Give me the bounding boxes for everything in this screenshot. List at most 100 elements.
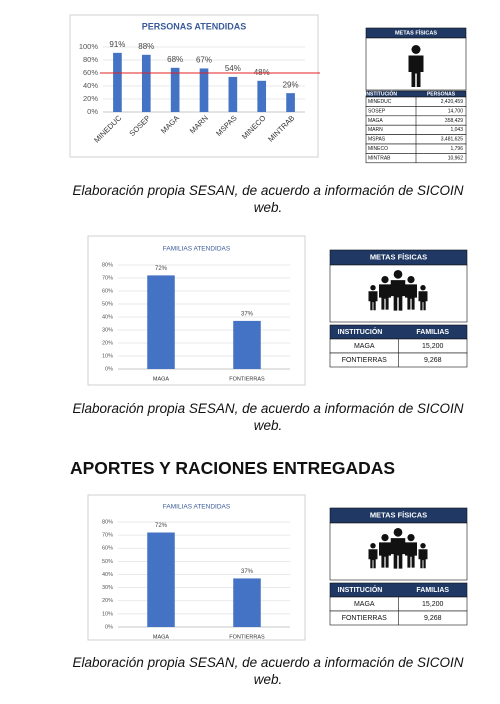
icon-head	[407, 534, 415, 542]
x-tick-label: FONTIERRAS	[229, 376, 265, 382]
table-cell: 15,200	[422, 343, 444, 350]
table-cell: MSPAS	[368, 137, 386, 143]
chart-frame	[87, 235, 306, 386]
bar	[257, 80, 267, 112]
value-label: 67%	[196, 56, 212, 65]
y-tick-label: 80%	[83, 55, 98, 64]
column-header: INSTITUCIÓN	[338, 585, 383, 594]
value-label: 88%	[138, 42, 154, 51]
bar	[233, 320, 261, 369]
table-cell: 2,420,459	[441, 99, 463, 105]
icon-head	[381, 534, 389, 542]
y-tick-label: 50%	[102, 301, 113, 307]
y-tick-label: 20%	[83, 94, 98, 103]
y-tick-label: 60%	[102, 546, 113, 552]
table-cell: MINECO	[368, 146, 388, 152]
table-cell: MAGA	[354, 601, 375, 608]
x-tick-label: MAGA	[153, 376, 170, 382]
value-label: 68%	[167, 55, 183, 64]
y-tick-label: 40%	[102, 572, 113, 578]
icon-body	[418, 549, 428, 569]
table-cell: MINEDUC	[368, 99, 392, 105]
table-cell: SOSEP	[368, 108, 386, 114]
y-tick-label: 80%	[102, 262, 113, 268]
chart-title: PERSONAS ATENDIDAS	[142, 21, 247, 31]
bar	[147, 275, 175, 369]
table-title: METAS FÍSICAS	[370, 510, 427, 519]
table-title: METAS FÍSICAS	[395, 28, 437, 36]
y-tick-label: 10%	[102, 353, 113, 359]
value-label: 37%	[241, 569, 254, 575]
table-cell: 10,962	[448, 155, 464, 161]
icon-head	[370, 285, 376, 291]
y-tick-label: 30%	[102, 327, 113, 333]
y-tick-label: 0%	[87, 107, 98, 116]
table-cell: 15,200	[422, 601, 444, 608]
icon-body	[368, 291, 378, 311]
icon-body	[379, 284, 391, 310]
table-cell: MAGA	[368, 118, 383, 124]
y-tick-label: 30%	[102, 585, 113, 591]
table-cell: FONTIERRAS	[342, 357, 387, 364]
value-label: 91%	[109, 40, 125, 49]
icon-body	[405, 284, 417, 310]
y-tick-label: 70%	[102, 533, 113, 539]
y-tick-label: 70%	[102, 275, 113, 281]
bar	[233, 578, 261, 627]
y-tick-label: 100%	[79, 42, 99, 51]
table-cell: MARN	[368, 127, 383, 133]
chart-frame	[87, 494, 306, 641]
y-tick-label: 40%	[102, 314, 113, 320]
y-tick-label: 0%	[105, 624, 113, 630]
table-cell: 14,700	[448, 108, 464, 114]
table-cell: MINTRAB	[368, 155, 391, 161]
value-label: 54%	[225, 64, 241, 73]
table-cell: 358,429	[445, 118, 463, 124]
y-tick-label: 20%	[102, 598, 113, 604]
caption: Elaboración propia SESAN, de acuerdo a i…	[72, 401, 464, 433]
value-label: 29%	[283, 80, 299, 89]
caption: Elaboración propia SESAN, de acuerdo a i…	[72, 183, 464, 215]
y-tick-label: 20%	[102, 340, 113, 346]
bar	[228, 76, 238, 112]
y-tick-label: 10%	[102, 611, 113, 617]
icon-body	[390, 280, 406, 311]
icon-head	[393, 270, 403, 279]
bar	[199, 68, 209, 112]
section-heading: APORTES Y RACIONES ENTREGADAS	[70, 458, 396, 478]
column-header: INSTITUCIÓN	[338, 327, 383, 336]
chart-title: FAMILIAS ATENDIDAS	[163, 246, 231, 253]
column-header: PERSONAS	[427, 91, 456, 97]
icon-body	[418, 291, 428, 311]
table-cell: 1,796	[450, 146, 463, 152]
table-cell: 1,043	[450, 127, 463, 133]
icon-body	[405, 542, 417, 568]
icon-head	[411, 45, 421, 54]
column-header: FAMILIAS	[416, 329, 449, 336]
icon-body	[368, 549, 378, 569]
bar	[286, 93, 295, 112]
table-cell: 9,268	[424, 357, 442, 364]
icon-body	[379, 542, 391, 568]
icon-head	[420, 285, 426, 291]
caption: Elaboración propia SESAN, de acuerdo a i…	[72, 655, 464, 687]
column-header: FAMILIAS	[416, 587, 449, 594]
table-cell: 3,481,625	[441, 137, 463, 143]
bar	[170, 67, 180, 112]
icon-head	[420, 543, 426, 549]
table-cell: FONTIERRAS	[342, 615, 387, 622]
y-tick-label: 0%	[105, 366, 113, 372]
x-tick-label: MAGA	[153, 634, 170, 640]
value-label: 37%	[241, 311, 254, 317]
y-tick-label: 80%	[102, 519, 113, 525]
x-tick-label: FONTIERRAS	[229, 634, 265, 640]
y-tick-label: 60%	[83, 68, 98, 77]
y-tick-label: 60%	[102, 288, 113, 294]
icon-body	[408, 55, 424, 87]
icon-body	[390, 538, 406, 569]
table-title: METAS FÍSICAS	[370, 252, 427, 261]
value-label: 72%	[155, 266, 168, 272]
